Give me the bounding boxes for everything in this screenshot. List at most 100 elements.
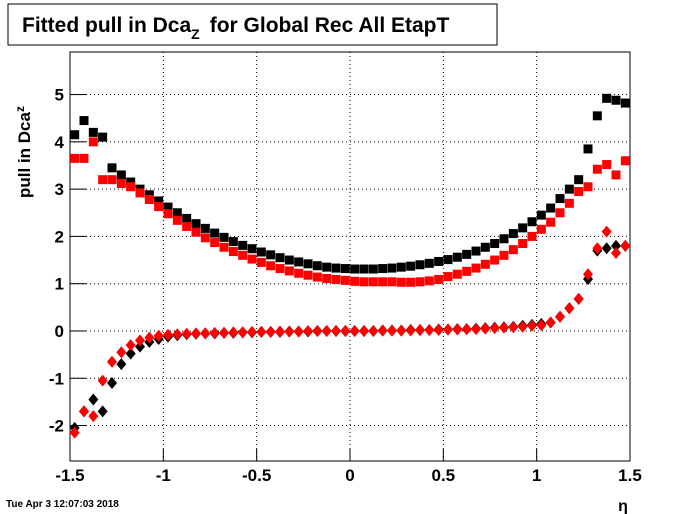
diamond-marker <box>256 325 267 338</box>
square-marker <box>303 270 313 280</box>
square-marker <box>163 202 173 212</box>
y-tick-label: 3 <box>55 180 64 199</box>
square-marker <box>312 261 322 271</box>
square-marker <box>210 228 220 238</box>
square-marker <box>256 247 266 257</box>
diamond-marker <box>340 324 351 337</box>
square-marker <box>462 266 472 276</box>
diamond-marker <box>237 326 248 339</box>
diamond-marker <box>433 324 444 337</box>
diamond-marker <box>88 410 99 423</box>
square-marker <box>499 250 509 260</box>
square-marker <box>79 153 89 163</box>
square-marker <box>574 186 584 196</box>
diamond-marker <box>620 239 631 252</box>
x-tick-label: 1.5 <box>618 466 642 485</box>
title-main: Fitted pull in Dca <box>22 14 191 37</box>
diamond-marker <box>480 322 491 335</box>
square-marker <box>350 276 360 286</box>
diamond-marker <box>517 320 528 333</box>
square-marker <box>266 261 276 271</box>
square-marker <box>546 203 556 213</box>
diamond-marker <box>153 329 164 342</box>
diamond-marker <box>135 340 145 353</box>
diamond-marker <box>284 325 295 338</box>
diamond-marker <box>200 327 211 340</box>
diamond-marker <box>387 324 397 337</box>
square-marker <box>471 246 481 256</box>
square-marker <box>592 111 602 121</box>
square-marker <box>611 95 621 105</box>
square-marker <box>387 263 397 273</box>
square-marker <box>135 188 145 198</box>
x-tick-label: -1.5 <box>55 466 84 485</box>
square-marker <box>331 263 341 273</box>
square-marker <box>303 259 313 269</box>
square-marker <box>424 276 434 286</box>
diamond-marker <box>219 326 229 339</box>
diamond-marker <box>489 322 500 335</box>
y-label-main: pull in Dca <box>15 111 34 198</box>
square-marker <box>312 272 322 282</box>
diamond-marker <box>97 374 108 387</box>
square-marker <box>424 258 434 268</box>
square-marker <box>555 194 565 204</box>
diamond-marker <box>536 319 547 332</box>
diamond-marker <box>601 242 612 255</box>
square-marker <box>434 256 444 266</box>
square-marker <box>256 257 266 267</box>
diamond-marker <box>116 346 127 359</box>
square-marker <box>415 277 425 287</box>
square-marker <box>340 275 350 285</box>
square-marker <box>116 170 126 180</box>
square-marker <box>284 266 294 276</box>
diamond-marker <box>293 325 304 338</box>
square-marker <box>331 274 341 284</box>
diamond-marker <box>368 324 379 337</box>
square-marker <box>275 264 285 274</box>
diamond-marker <box>583 268 593 281</box>
diamond-marker <box>88 393 99 406</box>
square-marker <box>163 209 173 219</box>
square-marker <box>126 182 136 192</box>
square-marker <box>182 213 192 223</box>
diamond-marker <box>107 355 117 368</box>
diamond-marker <box>181 327 192 340</box>
timestamp: Tue Apr 3 12:07:03 2018 <box>6 499 119 510</box>
square-marker <box>322 273 332 283</box>
square-marker <box>527 217 537 227</box>
square-marker <box>228 247 238 257</box>
square-marker <box>238 250 248 260</box>
y-tick-label: 2 <box>55 227 64 246</box>
diamond-marker <box>461 323 472 336</box>
square-marker <box>98 175 108 185</box>
y-axis-label: pull in Dcaz <box>13 106 34 198</box>
diamond-marker <box>275 325 285 338</box>
diamond-marker <box>107 376 117 389</box>
x-tick-label: -1 <box>156 466 171 485</box>
y-tick-label: 0 <box>55 322 64 341</box>
diamond-marker <box>359 324 369 337</box>
diamond-marker <box>555 310 565 323</box>
square-marker <box>583 182 593 192</box>
square-marker <box>443 272 453 282</box>
square-marker <box>322 262 332 272</box>
square-marker <box>602 160 612 170</box>
square-marker <box>368 264 378 274</box>
diamond-marker <box>69 426 80 439</box>
diamond-marker <box>545 316 556 329</box>
square-marker <box>154 202 164 212</box>
square-marker <box>443 255 453 265</box>
diamond-marker <box>564 302 575 315</box>
diamond-marker <box>247 325 257 338</box>
y-tick-label: 1 <box>55 275 64 294</box>
diamond-marker <box>331 324 341 337</box>
square-marker <box>536 224 546 234</box>
diamond-marker <box>471 323 481 336</box>
diamond-marker <box>527 319 537 332</box>
x-tick-label: -0.5 <box>242 466 271 485</box>
diamond-marker <box>424 324 435 337</box>
title-box <box>7 3 498 46</box>
square-marker <box>238 240 248 250</box>
